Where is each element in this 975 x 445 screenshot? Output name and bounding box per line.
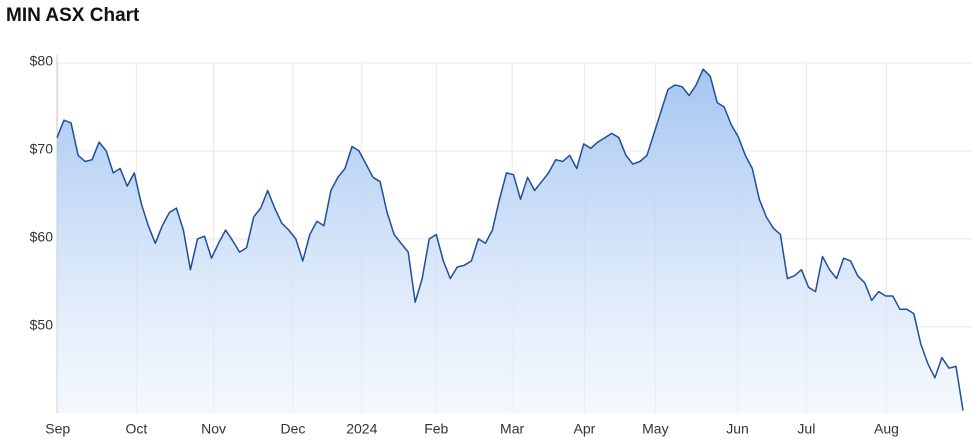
y-tick-label: $80 — [30, 53, 54, 69]
x-tick-label: Aug — [874, 421, 899, 437]
x-tick-label: Sep — [45, 421, 70, 437]
price-line — [56, 68, 964, 411]
y-tick-label: $60 — [30, 229, 54, 245]
y-tick-label: $50 — [30, 317, 54, 333]
chart-title: MIN ASX Chart — [6, 5, 140, 26]
x-tick-label: Feb — [424, 421, 448, 437]
x-tick-label: Apr — [574, 421, 596, 437]
x-tick-label: Jul — [797, 421, 815, 437]
x-tick-label: Jun — [726, 421, 749, 437]
y-tick-label: $70 — [30, 141, 54, 157]
x-tick-label: Mar — [500, 421, 524, 437]
x-tick-label: 2024 — [346, 421, 377, 437]
x-tick-label: Dec — [281, 421, 306, 437]
x-tick-label: Nov — [201, 421, 226, 437]
x-tick-label: May — [642, 421, 668, 437]
x-tick-label: Oct — [125, 421, 147, 437]
area-fill — [57, 69, 963, 413]
